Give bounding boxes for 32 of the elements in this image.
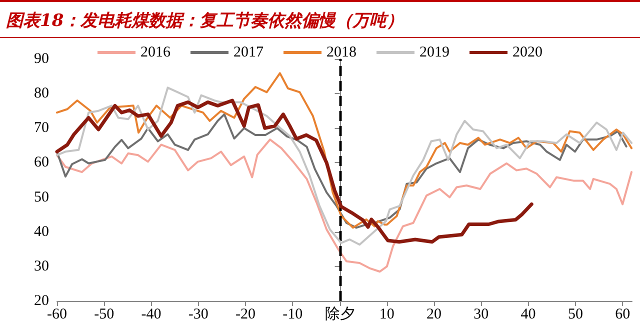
chart-title: 图表18：发电耗煤数据：复工节奏依然偏慢（万吨）	[0, 0, 640, 38]
legend-label: 2018	[326, 44, 356, 60]
y-tick-label: 40	[34, 224, 49, 240]
line-series	[56, 113, 628, 229]
x-tick-label: 除夕	[324, 306, 355, 322]
x-tick-label: -10	[282, 306, 303, 322]
line-series	[56, 86, 633, 246]
legend-label: 2017	[234, 44, 264, 60]
y-tick-label: 90	[34, 51, 49, 67]
line-series	[56, 138, 633, 273]
x-tick-label: -50	[94, 306, 114, 322]
line-series	[56, 72, 633, 229]
x-tick-label: -40	[141, 306, 162, 322]
y-tick-label: 60	[34, 154, 49, 171]
x-tick-label: -60	[47, 306, 67, 322]
legend-label: 2019	[420, 44, 450, 60]
y-tick-label: 20	[34, 293, 49, 309]
y-tick-label: 30	[34, 258, 49, 274]
x-tick-label: 60	[615, 306, 630, 322]
y-tick-label: 70	[34, 120, 49, 136]
legend-label: 2016	[140, 44, 171, 60]
x-tick-label: 20	[426, 306, 442, 322]
x-tick-label: -20	[236, 306, 256, 322]
y-tick-label: 50	[34, 189, 49, 206]
x-tick-label: 10	[379, 306, 394, 322]
x-tick-label: 50	[568, 306, 583, 322]
x-tick-label: -30	[188, 306, 208, 322]
legend-label: 2020	[512, 44, 542, 60]
x-tick-label: 40	[520, 306, 536, 322]
x-tick-label: 30	[474, 306, 489, 322]
line-series	[55, 98, 534, 244]
y-tick-label: 80	[34, 86, 49, 102]
